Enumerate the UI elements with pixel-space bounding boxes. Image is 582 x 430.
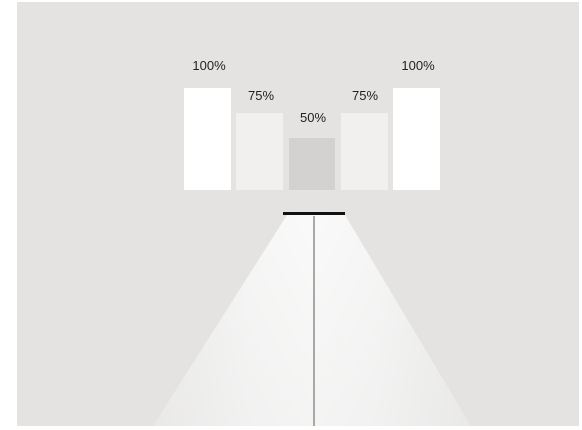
- panel-3-50-percent: [289, 138, 335, 190]
- panel-5-100-percent: [393, 88, 440, 190]
- panel-1-percent-label: 100%: [192, 58, 226, 73]
- light-beam-cone: [153, 215, 471, 426]
- panel-2-percent-label: 75%: [247, 88, 275, 103]
- light-fixture: [283, 212, 345, 215]
- panel-2-75-percent: [236, 113, 283, 190]
- light-beam-diagram: [153, 212, 471, 426]
- panel-3-percent-label: 50%: [299, 110, 327, 125]
- panel-1-100-percent: [184, 88, 231, 190]
- panel-5-percent-label: 100%: [401, 58, 435, 73]
- panel-4-percent-label: 75%: [351, 88, 379, 103]
- diagram-canvas: 100% 75% 50% 75% 100%: [17, 2, 579, 426]
- panel-4-75-percent: [341, 113, 388, 190]
